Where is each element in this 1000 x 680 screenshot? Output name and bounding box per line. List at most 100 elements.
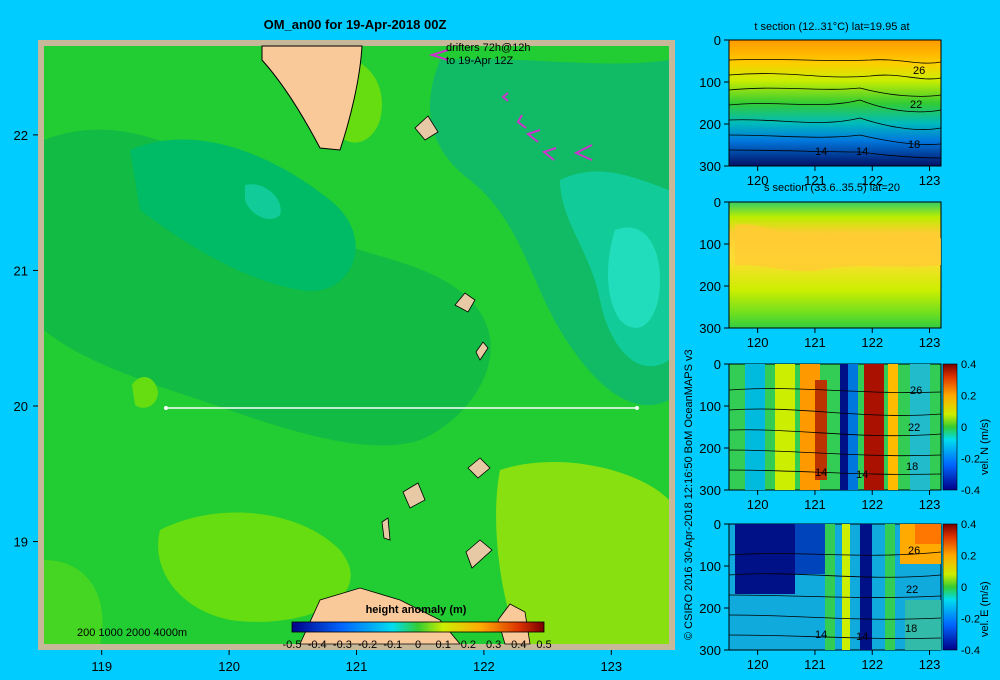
- x-tick-label: 122: [473, 659, 495, 674]
- bathymetry-legend: 200 1000 2000 4000m: [77, 627, 187, 639]
- panel-s-section: s section (33.6..35.5) lat=20: [728, 182, 942, 329]
- contour-label: 26: [910, 385, 922, 397]
- contour-label: 22: [908, 422, 920, 434]
- panel-x-tick-label: 121: [804, 657, 826, 672]
- panel-y-tick-label: 300: [699, 643, 721, 658]
- colorbar-tick-label: 0: [415, 639, 421, 651]
- colorbar-gradient: [291, 621, 545, 633]
- drifter-legend-text: drifters 72h@12h: [446, 42, 531, 54]
- panel-y-tick-label: 100: [699, 237, 721, 252]
- map-x-axis: 119 120 121 122 123: [91, 650, 622, 674]
- island: [467, 457, 491, 479]
- panel-axes: 0 100 200 300 120 121 122 123 0 100 200 300 120 121 12…: [699, 33, 980, 672]
- panel-y-tick-label: 100: [699, 559, 721, 574]
- contour-label: 18: [905, 623, 917, 635]
- panel-x-tick-label: 121: [804, 497, 826, 512]
- map-title: OM_an00 for 19-Apr-2018 00Z: [264, 17, 447, 32]
- x-tick-label: 119: [91, 659, 112, 674]
- contour-label: 18: [908, 139, 920, 151]
- panel-t-section: t section (12..31°C) lat=19.95 at 26 22 …: [728, 21, 942, 167]
- colorbar-label: vel. N (m/s): [979, 419, 991, 475]
- anomaly-patch: [130, 139, 356, 292]
- drifter-legend-text: to 19-Apr 12Z: [446, 55, 514, 67]
- drifter-track: [541, 147, 557, 161]
- panel-x-tick-label: 122: [861, 657, 883, 672]
- height-anomaly-colorbar: height anomaly (m) -0.5 -0.4 -0.3 -0.2 -0.1 0…: [283, 604, 552, 651]
- panel-x-tick-label: 120: [747, 173, 769, 188]
- vel-colorbar-tick-label: 0.4: [961, 359, 976, 371]
- contour-label: 22: [906, 584, 918, 596]
- panel-y-tick-label: 0: [714, 33, 721, 48]
- credit-text: © CSIRO 2016 30-Apr-2018 12:16:50 BoM Oc…: [683, 349, 695, 640]
- panel-y-tick-label: 300: [699, 321, 721, 336]
- anomaly-patch: [245, 184, 281, 220]
- vel-colorbar-tick-label: -0.4: [961, 645, 980, 657]
- panel-vel-n: 26 22 18 14 14 vel. N (m/s): [728, 363, 991, 491]
- colorbar-tick-label: -0.4: [308, 639, 327, 651]
- anomaly-patch: [608, 227, 660, 328]
- colorbar-tick-label: -0.2: [358, 639, 377, 651]
- panel-y-tick-label: 300: [699, 483, 721, 498]
- anomaly-patch: [132, 376, 158, 408]
- vel-colorbar-tick-label: 0.2: [961, 391, 976, 403]
- panel-y-tick-label: 300: [699, 159, 721, 174]
- vel-colorbar-tick-label: 0: [961, 582, 967, 594]
- panel-x-tick-label: 122: [861, 497, 883, 512]
- x-tick-label: 121: [346, 659, 368, 674]
- colorbar-tick-label: -0.5: [283, 639, 302, 651]
- panel-y-tick-label: 200: [699, 601, 721, 616]
- island: [454, 292, 476, 313]
- contour-label: 26: [908, 545, 920, 557]
- contour-label: 22: [910, 99, 922, 111]
- panel-x-tick-label: 120: [747, 335, 769, 350]
- vel-colorbar-tick-label: -0.2: [961, 614, 980, 626]
- drifter-track: [516, 114, 527, 129]
- contour-label: 18: [906, 461, 918, 473]
- drifter-track: [573, 144, 593, 161]
- contour-label: 26: [913, 65, 925, 77]
- section-end-point: [635, 406, 639, 410]
- panel-x-tick-label: 120: [747, 497, 769, 512]
- vel-e-colorbar: [942, 523, 958, 651]
- island: [381, 517, 391, 541]
- contour-label: 14: [856, 469, 868, 481]
- colorbar-label: vel. E (m/s): [979, 581, 991, 637]
- contour-label: 14: [815, 629, 827, 641]
- panel-title: t section (12..31°C) lat=19.95 at: [754, 21, 909, 33]
- island: [465, 539, 493, 569]
- panel-x-tick-label: 121: [804, 335, 826, 350]
- colorbar-tick-label: 0.4: [511, 639, 526, 651]
- panel-x-tick-label: 120: [747, 657, 769, 672]
- x-tick-label: 123: [600, 659, 622, 674]
- y-tick-label: 19: [14, 535, 28, 550]
- island: [475, 341, 489, 361]
- panel-y-tick-label: 200: [699, 441, 721, 456]
- map-panel: drifters 72h@12h to 19-Apr 12Z 200 1000 …: [38, 40, 675, 650]
- anomaly-patch: [158, 512, 351, 622]
- section-start-point: [164, 406, 168, 410]
- drifter-tracks: [428, 49, 593, 161]
- panel-y-tick-label: 200: [699, 279, 721, 294]
- map-y-axis: 22 21 20 19: [14, 128, 38, 550]
- vel-colorbar-tick-label: 0.2: [961, 551, 976, 563]
- colorbar-tick-label: 0.3: [486, 639, 501, 651]
- panel-y-tick-label: 0: [714, 357, 721, 372]
- vel-n-colorbar: [942, 363, 958, 491]
- panel-x-tick-label: 123: [919, 657, 941, 672]
- vel-colorbar-tick-label: 0: [961, 422, 967, 434]
- y-tick-label: 21: [14, 263, 28, 278]
- panel-y-tick-label: 100: [699, 399, 721, 414]
- panel-x-tick-label: 123: [919, 173, 941, 188]
- panel-y-tick-label: 200: [699, 117, 721, 132]
- panel-x-tick-label: 122: [861, 335, 883, 350]
- panel-vel-e: 26 22 18 14 14 vel. E (m/s): [728, 523, 991, 651]
- colorbar-tick-label: -0.1: [383, 639, 402, 651]
- panel-y-tick-label: 0: [714, 195, 721, 210]
- s-high-core: [735, 224, 941, 272]
- colorbar-tick-label: 0.5: [536, 639, 551, 651]
- contour-label: 14: [856, 146, 868, 158]
- colorbar-tick-label: 0.2: [461, 639, 476, 651]
- anomaly-patch: [44, 560, 103, 644]
- colorbar-tick-label: -0.3: [333, 639, 352, 651]
- drifter-legend-arrow: [428, 49, 449, 61]
